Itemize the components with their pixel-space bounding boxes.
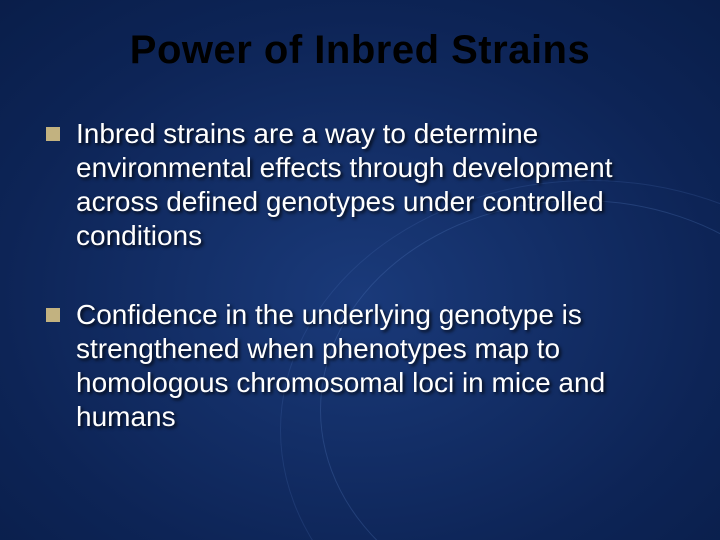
slide-container: Power of Inbred Strains Inbred strains a… — [0, 0, 720, 540]
bullet-text: Confidence in the underlying genotype is… — [76, 298, 674, 435]
bullet-item: Inbred strains are a way to determine en… — [46, 117, 674, 254]
square-bullet-icon — [46, 127, 60, 141]
bullet-item: Confidence in the underlying genotype is… — [46, 298, 674, 435]
bullet-text: Inbred strains are a way to determine en… — [76, 117, 674, 254]
square-bullet-icon — [46, 308, 60, 322]
slide-title: Power of Inbred Strains — [46, 28, 674, 73]
